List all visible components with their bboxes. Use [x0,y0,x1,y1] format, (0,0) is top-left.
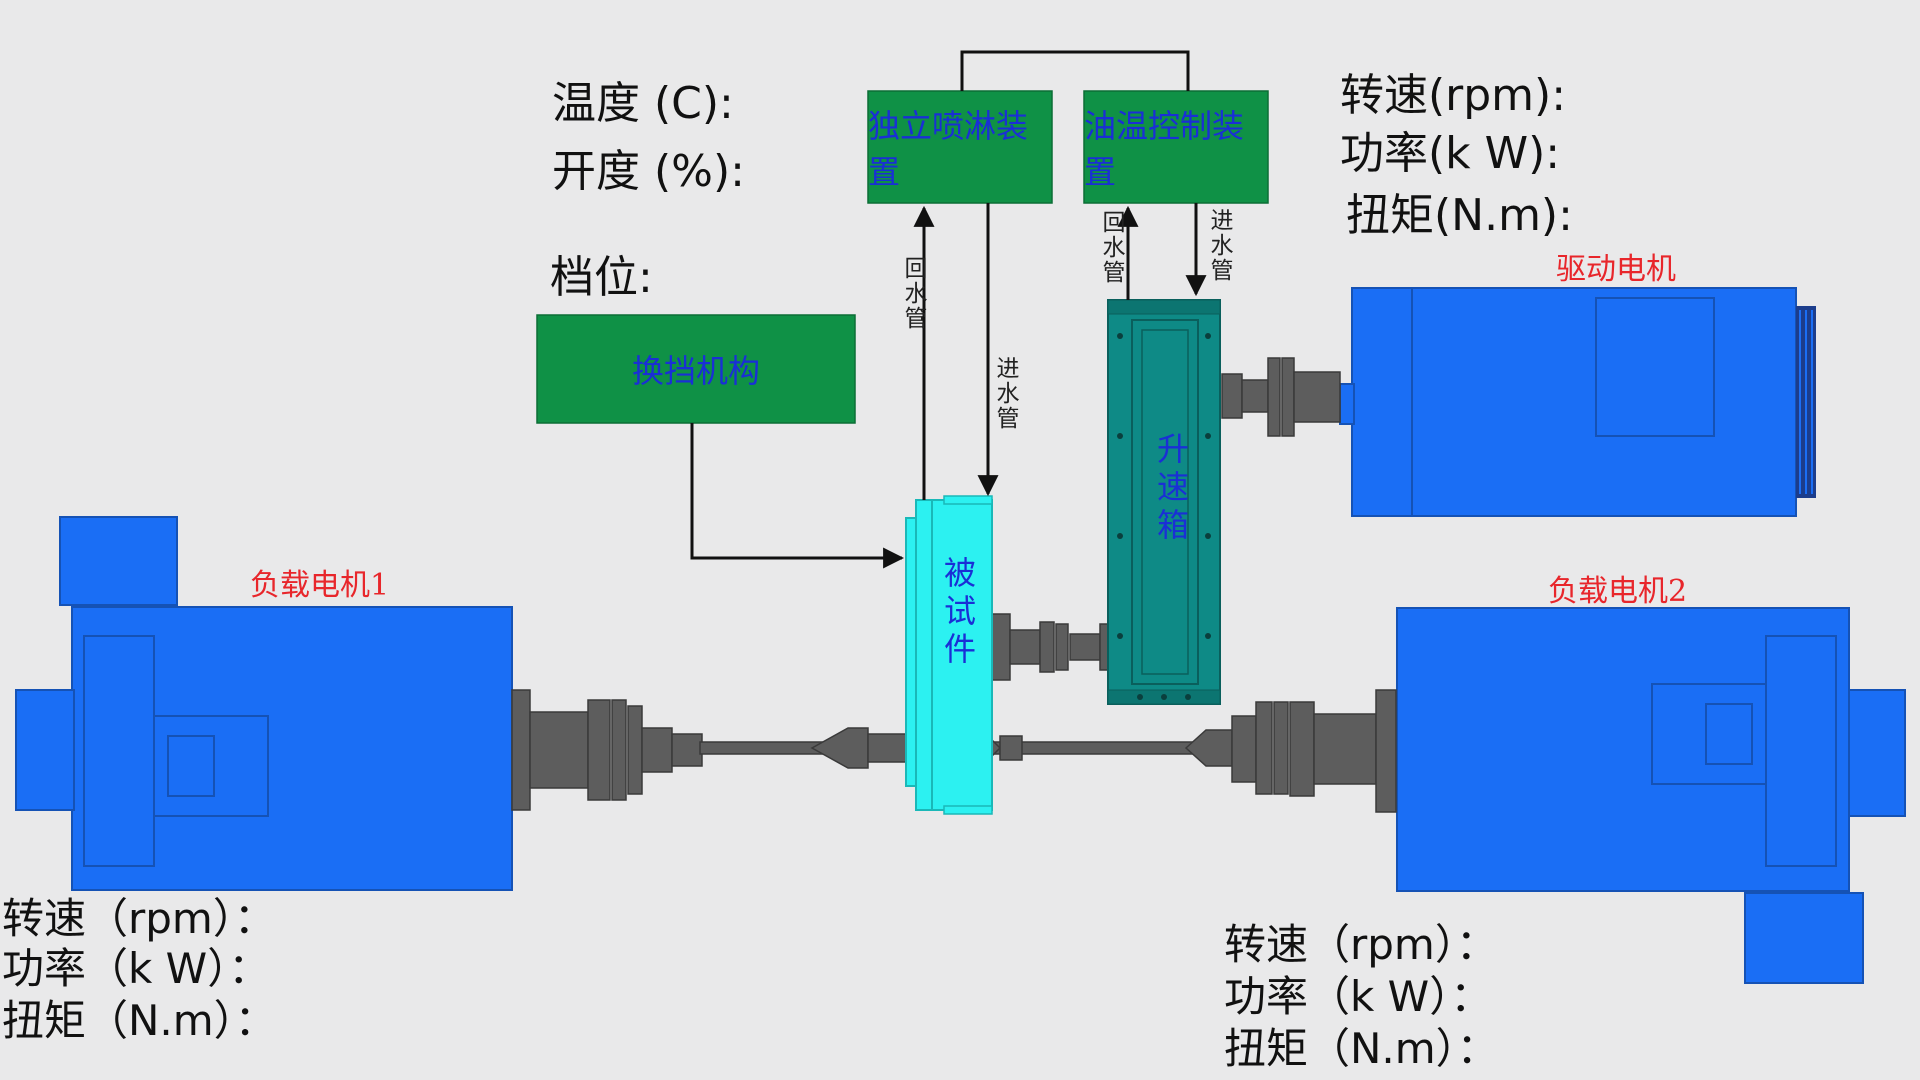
load2-speed-label: 转速（rpm）： [1224,920,1498,969]
load1-speed-label: 转速（rpm）： [2,894,276,943]
oil-temp-control-label: 油温控制装置 [1084,107,1245,191]
opening-label: 开度 (%): [552,146,745,197]
gearbox [1107,299,1221,705]
drive-motor-label: 驱动电机 [1556,252,1676,287]
load-motor-2-fan-cap [1848,689,1906,817]
drive-speed-label: 转速(rpm): [1340,70,1567,121]
shift-to-test-arrow [690,423,905,569]
gear-label: 档位: [550,252,653,303]
inlet-pipe-left-label: 进水管 [992,356,1018,431]
load-motor-1-terminal-box [59,516,178,606]
return-pipe-right-label: 回水管 [1098,210,1124,285]
oil-temp-control-box [1083,90,1269,204]
spray-device-label: 独立喷淋装置 [868,107,1029,191]
load-motor-1-fan-cap [15,689,75,811]
gearbox-label: 升速箱 [1152,432,1190,546]
drive-motor [1339,287,1816,517]
load-motor-1 [15,516,513,891]
load2-power-label: 功率（k W）： [1224,972,1493,1021]
load1-power-label: 功率（k W）： [2,944,271,993]
shift-mechanism-box [536,314,856,424]
load-motor-1-body [71,606,513,891]
load-motor-2-body [1396,607,1850,892]
inlet-pipe-right-label: 进水管 [1206,208,1232,283]
spray-device-box [867,90,1053,204]
load2-torque-label: 扭矩（N.m）： [1224,1024,1499,1073]
load-motor-2-terminal-box [1744,892,1864,984]
test-piece-label: 被试件 [939,556,977,670]
shift-mechanism-label: 换挡机构 [631,352,760,390]
load-motor-2 [1396,607,1906,984]
temperature-label: 温度 (C): [552,78,734,129]
drive-torque-label: 扭矩(N.m): [1346,190,1573,241]
test-piece [905,495,993,815]
load-motor-2-label: 负载电机2 [1548,574,1688,609]
load-motor-1-label: 负载电机1 [250,568,390,603]
drive-motor-body [1351,287,1797,517]
drive-power-label: 功率(k W): [1340,128,1561,179]
return-pipe-left-label: 回水管 [900,256,926,331]
connection-lines [690,50,1207,569]
link-spray-oiltemp [960,50,1190,91]
load1-torque-label: 扭矩（N.m）： [2,996,277,1045]
